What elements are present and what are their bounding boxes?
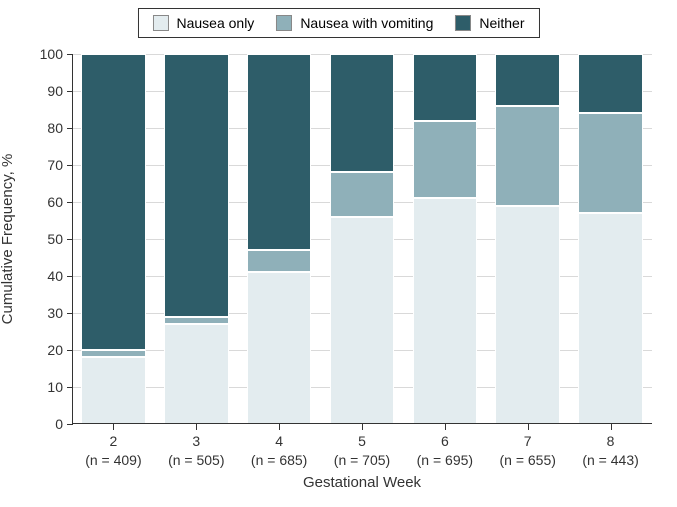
x-axis: 2(n = 409)3(n = 505)4(n = 685)5(n = 705)… <box>72 423 652 424</box>
x-tick-week: 8 <box>607 433 615 449</box>
bar-segment-nausea-vomiting <box>164 317 229 324</box>
bar-segment-neither <box>413 54 478 121</box>
x-tick-label: 5 (n = 705) <box>334 424 390 470</box>
x-tick-week: 3 <box>192 433 200 449</box>
x-tick-label: 4 (n = 685) <box>251 424 307 470</box>
x-tick-label: 8 (n = 443) <box>582 424 638 470</box>
bar-segment-neither <box>330 54 395 172</box>
x-tick-week: 7 <box>524 433 532 449</box>
bar-segment-nausea-only <box>81 357 146 424</box>
bar-segment-nausea-only <box>413 198 478 424</box>
x-tick-label: 7 (n = 655) <box>499 424 555 470</box>
x-tick-week: 5 <box>358 433 366 449</box>
y-tick-label: 40 <box>47 268 73 284</box>
y-tick-label: 90 <box>47 83 73 99</box>
bar-group <box>495 54 560 424</box>
x-tick-label: 2 (n = 409) <box>85 424 141 470</box>
x-tick-n: (n = 443) <box>582 452 638 468</box>
x-tick-n: (n = 685) <box>251 452 307 468</box>
y-axis-title: Cumulative Frequency, % <box>0 54 16 424</box>
bar-segment-nausea-only <box>495 206 560 424</box>
legend-swatch <box>455 15 471 31</box>
y-tick-label: 0 <box>55 416 73 432</box>
legend-item: Nausea only <box>152 15 254 31</box>
bar-segment-nausea-vomiting <box>330 172 395 216</box>
bar-group <box>413 54 478 424</box>
x-tick-week: 6 <box>441 433 449 449</box>
y-tick-label: 30 <box>47 305 73 321</box>
y-tick-label: 20 <box>47 342 73 358</box>
plot-area: 0102030405060708090100 2(n = 409)3(n = 5… <box>72 54 652 424</box>
bar-group <box>81 54 146 424</box>
y-axis: 0102030405060708090100 <box>72 54 73 424</box>
bar-segment-nausea-vomiting <box>578 113 643 213</box>
legend-label: Neither <box>479 15 524 31</box>
x-tick-n: (n = 695) <box>417 452 473 468</box>
x-tick-label: 6 (n = 695) <box>417 424 473 470</box>
bar-segment-neither <box>164 54 229 317</box>
y-tick-label: 80 <box>47 120 73 136</box>
bar-segment-nausea-vomiting <box>247 250 312 272</box>
bar-segment-nausea-only <box>578 213 643 424</box>
bar-segment-nausea-only <box>164 324 229 424</box>
bar-segment-nausea-vomiting <box>413 121 478 199</box>
x-tick-n: (n = 409) <box>85 452 141 468</box>
legend-label: Nausea with vomiting <box>300 15 433 31</box>
legend-item: Nausea with vomiting <box>276 15 433 31</box>
bar-segment-nausea-vomiting <box>81 350 146 357</box>
y-tick-label: 60 <box>47 194 73 210</box>
bar-group <box>330 54 395 424</box>
bar-segment-neither <box>495 54 560 106</box>
bar-group <box>578 54 643 424</box>
legend-swatch <box>276 15 292 31</box>
bars <box>72 54 652 424</box>
x-tick-n: (n = 505) <box>168 452 224 468</box>
x-tick-n: (n = 655) <box>499 452 555 468</box>
legend-item: Neither <box>455 15 524 31</box>
bar-segment-neither <box>578 54 643 113</box>
legend-label: Nausea only <box>176 15 254 31</box>
x-tick-week: 2 <box>110 433 118 449</box>
y-tick-label: 10 <box>47 379 73 395</box>
x-tick-week: 4 <box>275 433 283 449</box>
bar-segment-neither <box>247 54 312 250</box>
bar-segment-nausea-only <box>247 272 312 424</box>
x-tick-label: 3 (n = 505) <box>168 424 224 470</box>
bar-group <box>247 54 312 424</box>
x-axis-title: Gestational Week <box>72 474 652 491</box>
x-tick-n: (n = 705) <box>334 452 390 468</box>
y-tick-label: 50 <box>47 231 73 247</box>
legend-swatch <box>152 15 168 31</box>
legend: Nausea only Nausea with vomiting Neither <box>137 8 539 38</box>
bar-segment-nausea-only <box>330 217 395 424</box>
stacked-bar-chart: Nausea only Nausea with vomiting Neither… <box>0 0 677 507</box>
bar-segment-neither <box>81 54 146 350</box>
y-tick-label: 70 <box>47 157 73 173</box>
bar-segment-nausea-vomiting <box>495 106 560 206</box>
bar-group <box>164 54 229 424</box>
y-tick-label: 100 <box>40 46 73 62</box>
